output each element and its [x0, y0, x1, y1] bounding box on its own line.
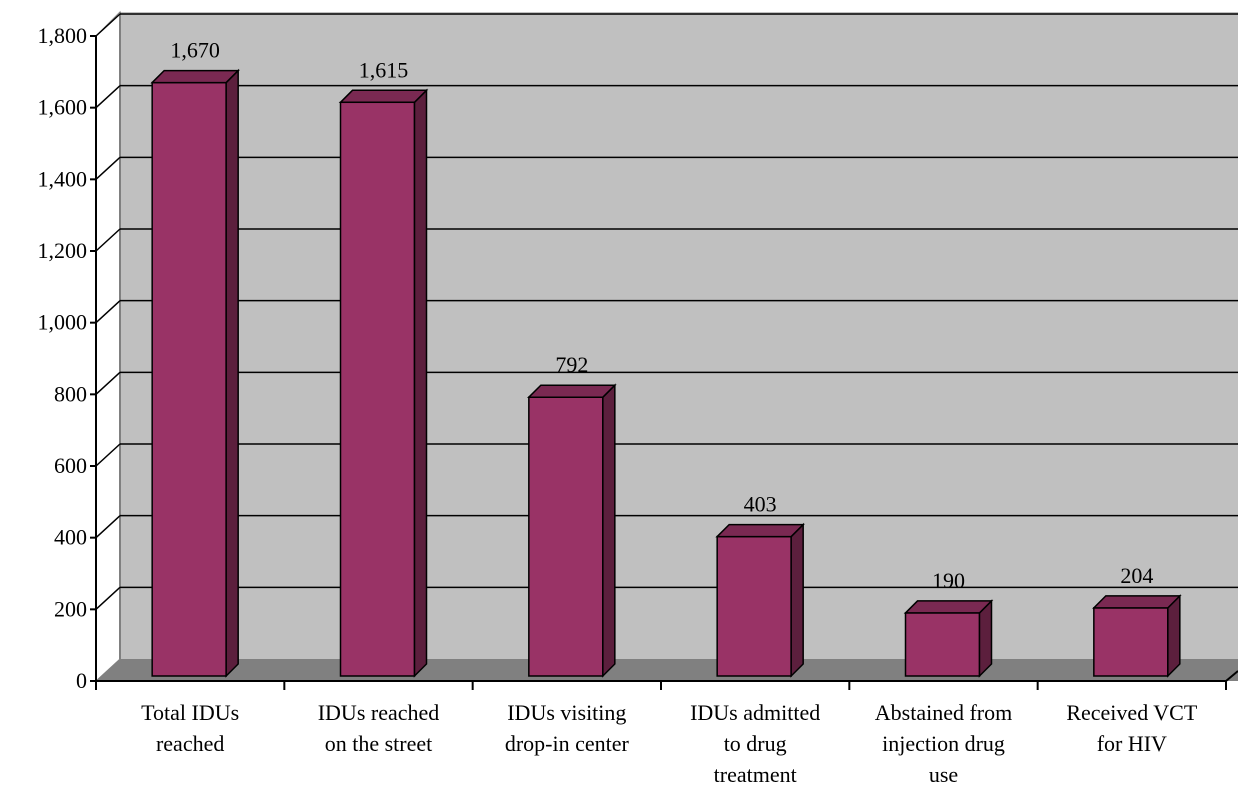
gridline-diagonal [95, 371, 121, 395]
bar-side [978, 599, 993, 678]
bar-side [225, 68, 239, 678]
plot-back-wall [95, 10, 1238, 683]
data-label: 190 [932, 568, 965, 593]
y-tick-label: 600 [54, 453, 87, 478]
plot-floor [96, 659, 1238, 681]
gridlines [95, 13, 1238, 610]
y-tick-label: 1,800 [38, 23, 88, 48]
y-tick-label: 1,400 [38, 166, 88, 191]
gridline-diagonal [95, 228, 121, 252]
bar-front [528, 396, 604, 677]
x-tick-label: IDUs visiting [507, 700, 626, 725]
bar-front [904, 612, 981, 677]
bar-top [527, 384, 617, 398]
y-tick-labels: 0 200 400 600 800 1,000 1,200 1,400 1,600 1,800 [38, 23, 88, 693]
x-tick-label: drop-in center [505, 731, 630, 756]
x-tick-labels: Total IDUs reached IDUs reached on the stre… [141, 700, 1198, 787]
gridline-diagonal [95, 85, 121, 109]
x-tick-label: reached [156, 731, 224, 756]
x-tick-label: Total IDUs [141, 700, 239, 725]
gridline-diagonal [95, 156, 121, 180]
bar-top [903, 600, 994, 614]
bar-top [338, 89, 429, 104]
data-label: 204 [1120, 563, 1153, 588]
x-axis-depth [1225, 670, 1238, 682]
bar [1092, 594, 1182, 678]
bar [715, 522, 805, 678]
gridline-diagonal [95, 586, 121, 610]
gridline-diagonal [95, 300, 121, 324]
bar [527, 383, 617, 678]
x-tick-label: for HIV [1097, 731, 1167, 756]
bar-side [790, 522, 804, 678]
bar-front [339, 101, 416, 677]
y-tick-label: 0 [76, 668, 87, 693]
y-tick-label: 1,200 [38, 238, 88, 263]
bar [903, 599, 994, 678]
data-label: 403 [744, 492, 777, 517]
bar-side [1167, 594, 1181, 678]
bar-top [1092, 595, 1182, 609]
back-wall [120, 12, 1238, 659]
bar-front [716, 535, 792, 677]
axes [90, 35, 1238, 690]
x-tick-label: Received VCT [1066, 700, 1198, 725]
floor [96, 659, 1238, 681]
y-tick-label: 1,000 [38, 310, 88, 335]
bar-top [150, 69, 240, 84]
bars [150, 68, 1182, 678]
data-labels: 1,670 1,615 792 403 190 204 [170, 38, 1153, 593]
bar [150, 68, 240, 678]
gridline-diagonal [95, 13, 121, 37]
gridline-diagonal [95, 515, 121, 539]
x-tick-label: IDUs reached [318, 700, 440, 725]
x-tick-label: to drug [724, 731, 787, 756]
bar-top [715, 523, 805, 538]
gridline-diagonal [95, 443, 121, 467]
y-tick-label: 200 [54, 596, 87, 621]
bar-front [151, 81, 227, 677]
bar-side [602, 383, 616, 678]
data-label: 1,670 [170, 38, 220, 63]
y-tick-label: 800 [54, 381, 87, 406]
side-wall [95, 10, 121, 683]
x-tick-label: on the street [325, 731, 433, 756]
bar-side [413, 88, 428, 678]
y-tick-label: 1,600 [38, 95, 88, 120]
x-tick-label: injection drug [882, 731, 1005, 756]
x-tick-label: use [929, 762, 958, 784]
data-label: 1,615 [359, 57, 409, 82]
x-tick-label: IDUs admitted [690, 700, 820, 725]
bar-front [1093, 607, 1169, 677]
x-tick-label: Abstained from [875, 700, 1012, 725]
y-tick-label: 400 [54, 525, 87, 550]
bar [338, 88, 429, 678]
data-label: 792 [555, 352, 588, 377]
x-tick-label: treatment [714, 762, 797, 784]
